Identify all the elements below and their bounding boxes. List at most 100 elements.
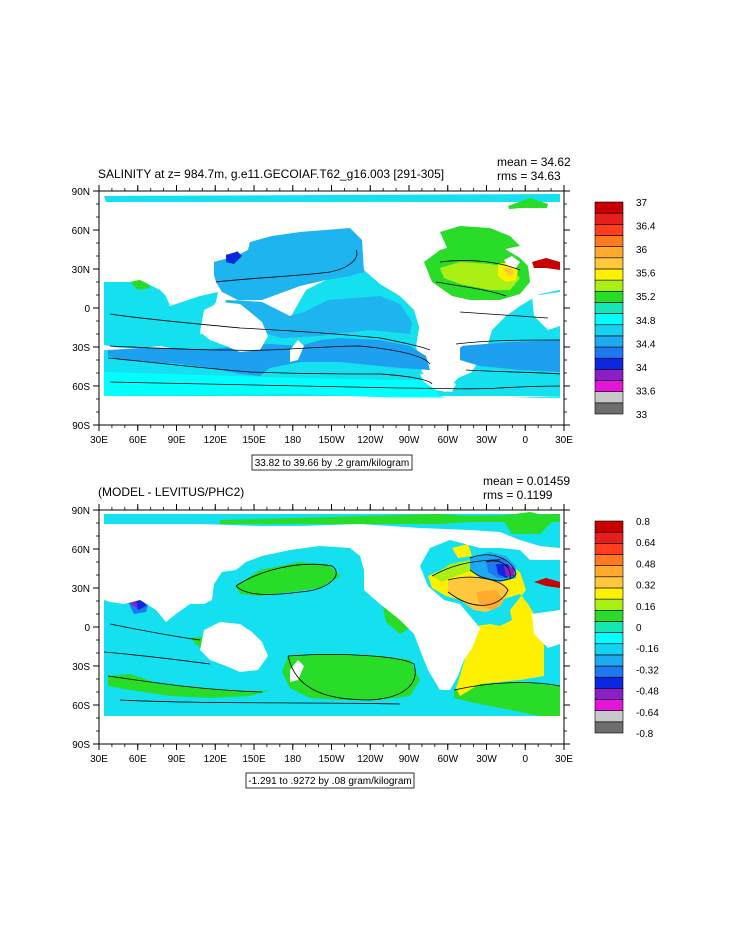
x-tick-label: 90W xyxy=(399,754,420,765)
colorbar-swatch xyxy=(594,587,624,600)
north-pacific xyxy=(212,228,364,300)
panel-title: SALINITY at z= 984.7m, g.e11.GECOIAF.T62… xyxy=(98,167,444,181)
y-tick-label: 60S xyxy=(72,701,90,712)
y-tick-label: 30S xyxy=(72,662,90,673)
colorbar-label: 0 xyxy=(636,623,642,634)
x-tick-label: 90E xyxy=(168,754,186,765)
mean-label: mean = 34.62 xyxy=(497,155,571,169)
rms-label: rms = 34.63 xyxy=(497,169,561,183)
y-tick-label: 0 xyxy=(84,304,90,315)
x-tick-label: 180 xyxy=(284,754,301,765)
y-axis: 90N 60N 30N 0 30S 60S 90S xyxy=(72,187,570,432)
contour-info-box xyxy=(245,772,415,789)
colorbar-swatch xyxy=(594,268,624,281)
colorbar-swatch xyxy=(594,235,624,247)
y-tick-label: 0 xyxy=(84,623,90,634)
x-tick-label: 60E xyxy=(129,435,147,446)
colorbar-label: 35.6 xyxy=(636,269,656,280)
x-tick-label: 60W xyxy=(437,754,458,765)
colorbar-swatch xyxy=(594,632,624,645)
colorbar-label: -0.48 xyxy=(636,687,659,698)
x-tick-label: 0 xyxy=(522,754,528,765)
colorbar-swatch xyxy=(594,688,624,700)
x-tick-label: 150W xyxy=(318,754,345,765)
y-tick-label: 90S xyxy=(72,421,90,432)
y-tick-label: 90S xyxy=(72,740,90,751)
colorbar-swatch xyxy=(594,290,624,303)
y-tick-label: 30S xyxy=(72,343,90,354)
x-tick-label: 120E xyxy=(204,754,228,765)
y-tick-label: 60N xyxy=(72,545,90,556)
colorbar-swatch xyxy=(594,520,624,533)
colorbar-swatch xyxy=(594,346,624,359)
colorbar-swatch xyxy=(594,609,624,622)
colorbar-label: -0.32 xyxy=(636,665,659,676)
colorbar-swatch xyxy=(594,621,624,633)
x-tick-label: 30E xyxy=(555,435,573,446)
x-tick-label: 90E xyxy=(168,435,186,446)
y-axis: 90N 60N 30N 0 30S 60S 90S xyxy=(72,506,570,751)
colorbar-swatch xyxy=(594,246,624,259)
colorbar-swatch xyxy=(594,721,624,734)
colorbar-swatch xyxy=(594,257,624,270)
contour-info: -1.291 to .9272 by .08 gram/kilogram xyxy=(248,776,411,787)
colorbar-label: -0.8 xyxy=(636,729,654,740)
colorbar-swatch xyxy=(594,565,624,578)
ocean-base xyxy=(104,194,560,350)
map-area xyxy=(98,190,565,426)
colorbar-label: 0.32 xyxy=(636,581,656,592)
colorbar-label: 0.64 xyxy=(636,538,656,549)
colorbar-label: 34.8 xyxy=(636,316,656,327)
colorbar-swatch xyxy=(594,531,624,544)
colorbar-swatch xyxy=(594,710,624,723)
y-tick-label: 60S xyxy=(72,382,90,393)
colorbar-label: -0.64 xyxy=(636,708,659,719)
mean-label: mean = 0.01459 xyxy=(483,474,570,488)
y-tick-label: 90N xyxy=(72,506,90,517)
colorbar-swatch xyxy=(594,676,624,689)
x-tick-label: 30W xyxy=(476,435,497,446)
y-tick-label: 90N xyxy=(72,187,90,198)
x-tick-label: 90W xyxy=(399,435,420,446)
colorbar-label: 36.4 xyxy=(636,222,656,233)
map-area xyxy=(98,509,565,745)
colorbar-label: 0.48 xyxy=(636,559,656,570)
colorbar-label: 37 xyxy=(636,198,648,209)
colorbar: 33 33.6 34 34.4 34.8 35.2 35.6 36 36.4 37 xyxy=(594,198,656,421)
colorbar-swatch xyxy=(594,212,624,225)
colorbar: -0.8 -0.64 -0.48 -0.32 -0.16 0 0.16 0.32 0.48 0.6… xyxy=(594,517,659,740)
colorbar-swatch xyxy=(594,598,624,611)
contour-lines xyxy=(107,249,561,390)
colorbar-swatch xyxy=(594,324,624,337)
x-tick-label: 120E xyxy=(204,435,228,446)
x-tick-label: 120W xyxy=(357,435,384,446)
colorbar-swatch xyxy=(594,654,624,667)
colorbar-label: 35.2 xyxy=(636,292,656,303)
panel-title: (MODEL - LEVITUS/PHC2) xyxy=(98,485,244,499)
colorbar-label: 0.16 xyxy=(636,602,656,613)
colorbar-swatch xyxy=(594,699,624,711)
x-tick-label: 30W xyxy=(476,754,497,765)
colorbar-label: 33 xyxy=(636,410,648,421)
x-axis: 30E 60E 90E 120E 150E 180 150W 120W 90W 60W 30W 0 30… xyxy=(90,185,573,446)
land xyxy=(104,204,560,425)
salinity-panel: SALINITY at z= 984.7m, g.e11.GECOIAF.T62… xyxy=(72,155,656,471)
colorbar-label: 36 xyxy=(636,245,648,256)
x-axis: 30E 60E 90E 120E 150E 180 150W 120W 90W 60W 30W 0 30… xyxy=(90,504,573,765)
colorbar-label: -0.16 xyxy=(636,644,659,655)
colorbar-label: 34.4 xyxy=(636,339,656,350)
contour-info: 33.82 to 39.66 by .2 gram/kilogram xyxy=(255,458,410,469)
x-tick-label: 150E xyxy=(242,754,266,765)
colorbar-swatch xyxy=(594,643,624,656)
colorbar-swatch xyxy=(594,279,624,292)
colorbar-swatch xyxy=(594,665,624,678)
colorbar-swatch xyxy=(594,302,624,314)
colorbar-swatch xyxy=(594,391,624,404)
contour-info-box xyxy=(251,454,413,471)
x-tick-label: 150W xyxy=(318,435,345,446)
colorbar-label: 34 xyxy=(636,363,648,374)
difference-panel: (MODEL - LEVITUS/PHC2) mean = 0.01459 rm… xyxy=(72,474,659,789)
colorbar-swatch xyxy=(594,402,624,415)
contour-lines xyxy=(103,554,561,705)
